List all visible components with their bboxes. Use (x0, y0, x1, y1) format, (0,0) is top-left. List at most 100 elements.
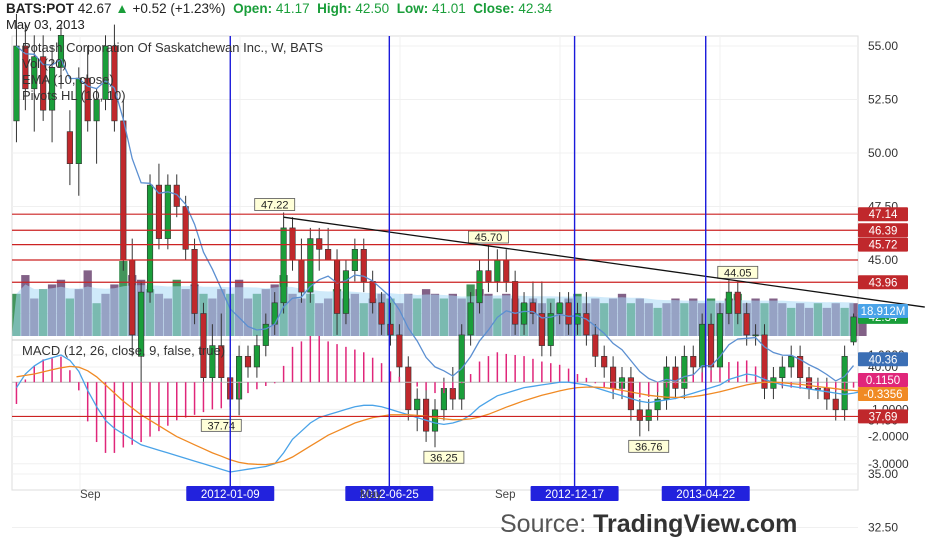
price-tick-label: 55.00 (868, 39, 898, 53)
candle-body (49, 67, 56, 111)
open-label: Open: (233, 1, 273, 16)
signal-line (16, 365, 863, 466)
volume-ma-area (12, 284, 854, 336)
candle-body (734, 291, 741, 314)
candle (13, 13, 20, 143)
volume-pane (12, 261, 867, 336)
axes: 2012-01-09 2012-06-25 2012-12-17 2013-04-22… (80, 39, 909, 535)
price-badge-box (858, 275, 908, 290)
candle (191, 238, 198, 325)
price-badge-text: 40.36 (869, 354, 898, 366)
high-value: 42.50 (355, 1, 390, 16)
candle-body (520, 302, 528, 325)
candle-body (636, 409, 643, 421)
legend-title: Potash Corporation Of Saskatchewan Inc.,… (22, 40, 324, 55)
candle-body (102, 45, 109, 100)
pivot-label: 45.70 (468, 230, 509, 244)
candle (289, 217, 296, 271)
candle-body (66, 131, 73, 165)
candle (244, 345, 252, 378)
candle-body (378, 302, 385, 325)
pivot-text: 47.22 (261, 199, 289, 211)
legend-macd: MACD (12, 26, close, 9, false, true) (22, 343, 226, 358)
open-value: 41.17 (275, 1, 310, 16)
candle-body (333, 259, 341, 314)
source-brand: TradingView.com (593, 510, 798, 538)
candle-body (725, 291, 732, 314)
candle (396, 324, 403, 378)
pivot-text: 36.25 (430, 452, 458, 464)
macd-pane (12, 335, 863, 473)
candle-body (298, 259, 305, 293)
date-badge-text: 2012-06-25 (360, 489, 419, 501)
candle (66, 110, 73, 186)
candle (405, 356, 412, 421)
macd-line (15, 354, 863, 473)
candle (850, 313, 857, 346)
date-badge-box (530, 486, 619, 501)
candle (654, 388, 661, 421)
x-tick-label: Sep (495, 489, 515, 501)
signal-badge-box (858, 387, 908, 401)
candle-body (218, 345, 225, 379)
candle (102, 35, 109, 111)
pivot-box (200, 418, 242, 432)
candle-body (538, 313, 545, 346)
candle-body (236, 355, 243, 400)
candle (236, 345, 243, 416)
candle (316, 227, 323, 271)
candle-body (681, 355, 688, 389)
pivot-box (628, 439, 670, 453)
candle-body (396, 334, 403, 368)
candle (40, 35, 47, 121)
volume-badge-box (858, 304, 908, 318)
candle (788, 345, 795, 378)
candle (182, 195, 189, 260)
candle-body (280, 227, 287, 304)
candle-body (592, 334, 599, 357)
pivot-text: 36.76 (635, 441, 663, 453)
candle (752, 324, 759, 346)
candle (360, 238, 367, 293)
candle-body (146, 184, 154, 293)
change-up-icon: ▲ (115, 1, 129, 16)
pivot-label: 36.25 (423, 450, 465, 464)
candle (57, 24, 65, 89)
candle (601, 345, 608, 378)
date-badge-box (186, 486, 275, 501)
candle-body (369, 281, 376, 304)
candle (725, 280, 732, 325)
candle (672, 356, 679, 400)
candle-body (40, 56, 47, 111)
price-badge-box (858, 207, 908, 222)
candle (342, 260, 350, 325)
pivot-box (468, 230, 509, 244)
candle (734, 281, 741, 325)
ema-line (16, 45, 855, 383)
candle (538, 281, 545, 357)
date-badge-text: 2012-01-09 (201, 489, 260, 501)
candle-body (850, 316, 857, 343)
pivot-text: 37.74 (208, 420, 236, 432)
last-price: 42.67 (77, 1, 112, 16)
candle-body (31, 56, 38, 90)
date-badge: 2012-06-25 (345, 486, 434, 501)
candle (253, 334, 260, 378)
candle (31, 35, 38, 132)
candle (565, 292, 572, 335)
quote-header: BATS:POT 42.67 ▲ +0.52 (+1.23%) Open: 41… (6, 1, 552, 16)
candle-body (209, 345, 216, 379)
trend-line (283, 216, 925, 308)
candle (209, 324, 216, 389)
candle (520, 292, 528, 335)
legend-volume: Vol (20) (22, 56, 67, 71)
price-badge: 45.72 (858, 237, 908, 252)
candle (797, 345, 804, 389)
candle (22, 24, 29, 111)
x-tick-label: Sep (80, 489, 100, 501)
candle-body (752, 334, 759, 337)
candle-body (431, 409, 439, 432)
candle (129, 238, 136, 357)
price-badge: 40.36 (858, 352, 908, 367)
source-credit: Source: TradingView.com (500, 510, 797, 539)
